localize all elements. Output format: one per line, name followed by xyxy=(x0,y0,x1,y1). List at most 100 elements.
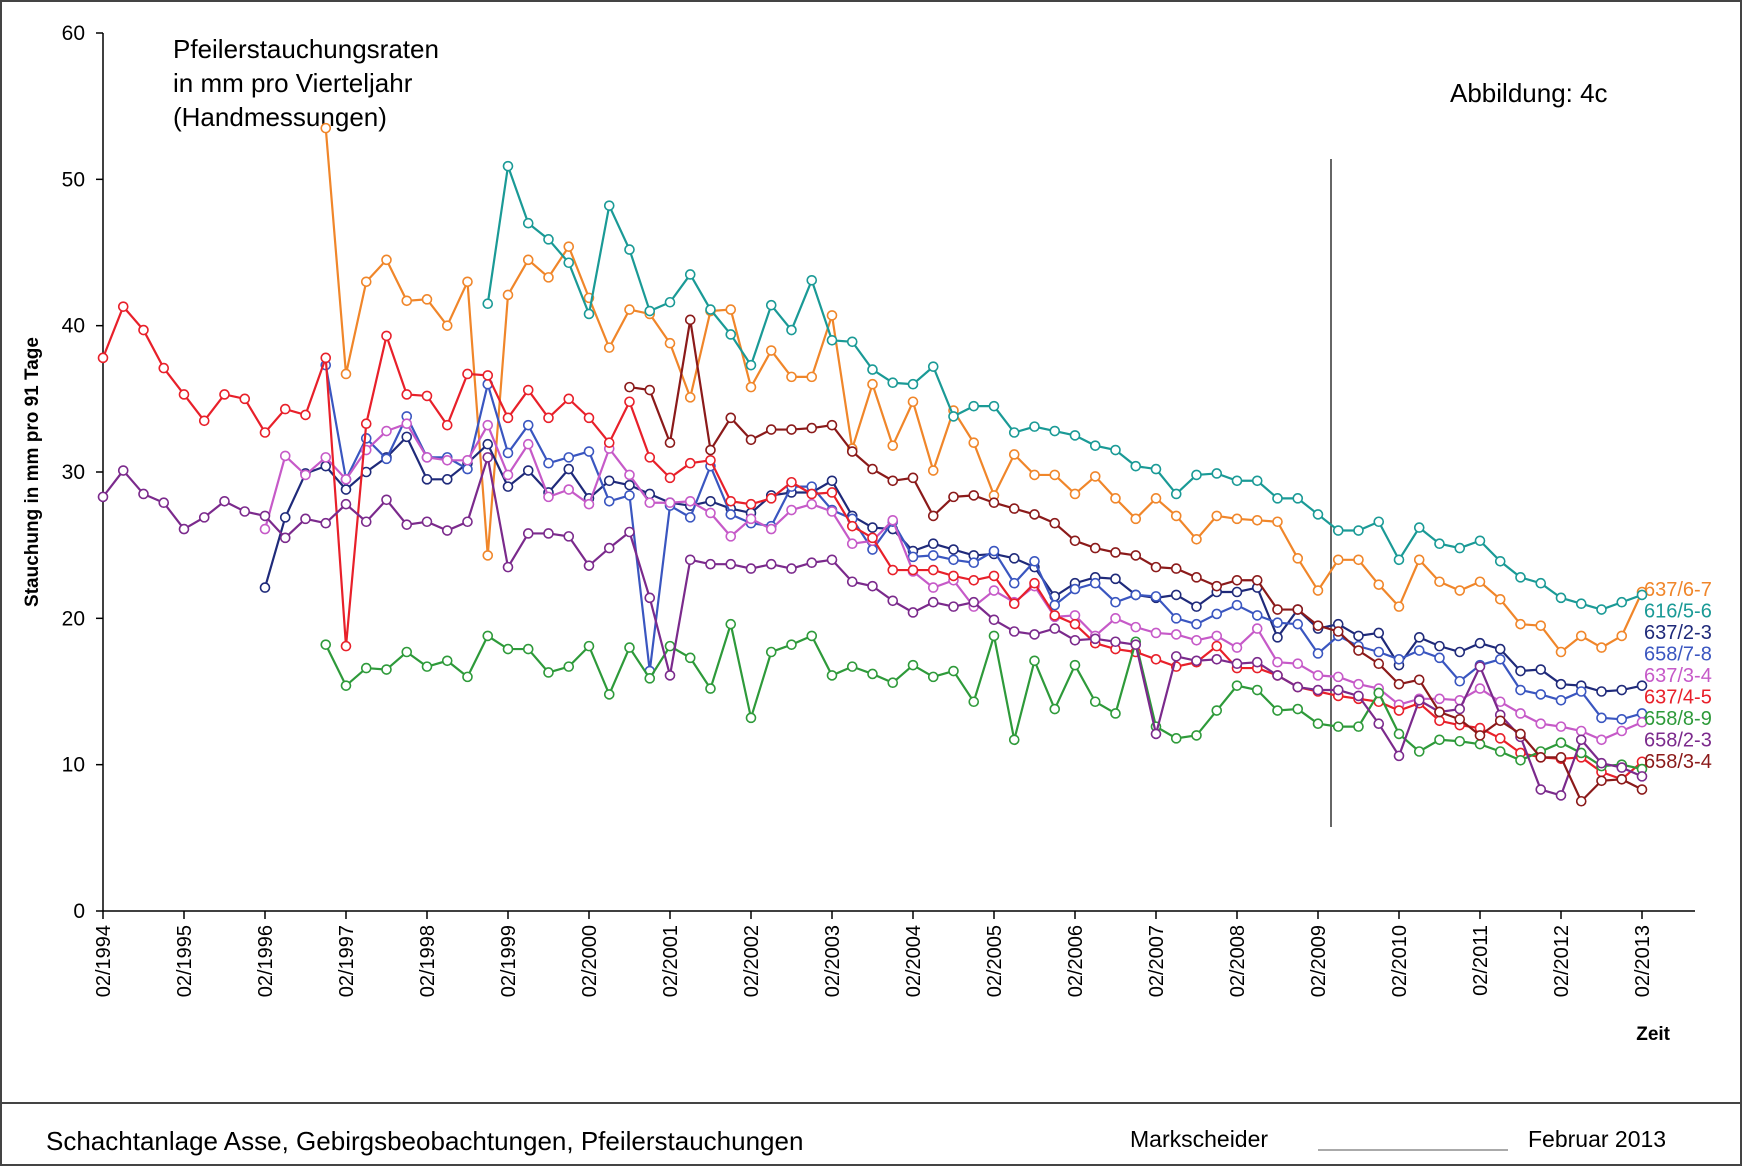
data-point xyxy=(786,424,797,435)
data-point xyxy=(806,422,818,434)
data-point xyxy=(684,457,696,469)
data-point xyxy=(1636,784,1648,795)
x-tick-label: 02/1997 xyxy=(336,925,358,997)
data-point xyxy=(765,493,777,504)
data-point xyxy=(1353,678,1364,690)
x-tick-label: 02/1995 xyxy=(174,925,196,997)
data-point xyxy=(117,301,129,312)
data-point xyxy=(1008,626,1020,637)
data-point xyxy=(563,257,575,269)
data-point xyxy=(786,639,797,650)
data-point xyxy=(1191,655,1202,667)
annotation: Abbildung: 4c xyxy=(1450,78,1608,108)
data-point xyxy=(1575,686,1587,697)
data-point xyxy=(948,570,959,582)
data-point xyxy=(1049,517,1061,529)
data-point xyxy=(927,550,939,561)
data-point xyxy=(1170,613,1182,624)
data-point xyxy=(1251,574,1263,586)
x-tick-label: 02/2002 xyxy=(741,925,763,997)
data-point xyxy=(1110,708,1121,719)
data-point xyxy=(624,381,635,393)
data-point xyxy=(441,474,453,485)
data-point xyxy=(1575,725,1587,737)
data-point xyxy=(1393,728,1405,740)
data-point xyxy=(1089,542,1101,554)
data-point xyxy=(1211,705,1223,716)
data-point xyxy=(968,596,980,608)
data-point xyxy=(1413,645,1425,656)
data-point xyxy=(441,419,453,431)
data-point xyxy=(846,336,858,348)
data-point xyxy=(705,304,716,315)
data-point xyxy=(705,444,716,456)
data-point xyxy=(765,299,777,311)
data-point xyxy=(401,519,413,530)
data-point xyxy=(1110,547,1121,558)
data-point xyxy=(239,506,251,517)
data-point xyxy=(198,512,210,523)
data-point xyxy=(421,294,433,305)
data-point xyxy=(644,497,656,509)
x-tick-label: 02/2013 xyxy=(1632,925,1654,997)
data-point xyxy=(381,254,392,266)
data-point xyxy=(1211,654,1223,665)
data-point xyxy=(1332,671,1344,683)
data-point xyxy=(543,412,554,424)
data-point xyxy=(1474,535,1486,547)
data-point xyxy=(401,646,413,658)
data-point xyxy=(988,614,1000,626)
data-point xyxy=(543,667,554,678)
data-point xyxy=(563,393,575,405)
data-point xyxy=(624,396,635,408)
data-point xyxy=(1434,538,1445,550)
data-point xyxy=(1089,633,1101,645)
data-point xyxy=(1191,601,1202,612)
data-point xyxy=(846,520,858,532)
chart-title: Pfeilerstauchungsraten xyxy=(173,34,439,64)
data-point xyxy=(1008,577,1020,589)
data-point xyxy=(1170,488,1182,500)
data-point xyxy=(705,507,716,519)
series-label: 658/2-3 xyxy=(1644,730,1712,752)
chart-title: in mm pro Vierteljahr xyxy=(173,68,413,98)
data-point xyxy=(300,513,311,525)
data-point xyxy=(502,643,514,655)
data-point xyxy=(1312,684,1324,696)
data-point xyxy=(1211,608,1223,620)
data-point xyxy=(948,544,959,555)
data-point xyxy=(1373,516,1385,528)
data-point xyxy=(705,495,716,507)
data-point xyxy=(522,419,534,431)
data-point xyxy=(279,512,291,523)
data-point xyxy=(482,370,494,381)
data-point xyxy=(867,544,878,555)
data-point xyxy=(684,269,696,280)
data-point xyxy=(968,437,980,449)
data-point xyxy=(1413,694,1425,706)
data-point xyxy=(1393,554,1405,566)
data-point xyxy=(1332,525,1344,536)
data-point xyxy=(462,671,473,683)
data-point xyxy=(522,217,534,229)
y-tick-label: 50 xyxy=(62,168,85,191)
data-point xyxy=(1231,574,1243,586)
data-point xyxy=(1454,675,1466,687)
x-tick-label: 02/2000 xyxy=(579,925,601,997)
data-point xyxy=(1069,634,1081,646)
data-point xyxy=(988,630,1000,642)
data-point xyxy=(1596,734,1607,746)
data-point xyxy=(725,618,737,630)
data-point xyxy=(482,550,494,561)
data-point xyxy=(826,334,838,346)
data-point xyxy=(846,446,858,457)
data-point xyxy=(1616,762,1628,773)
data-point xyxy=(381,494,392,506)
x-tick-label: 02/2008 xyxy=(1227,925,1249,997)
data-point xyxy=(1272,617,1283,629)
data-point xyxy=(1474,576,1486,588)
data-point xyxy=(219,495,230,507)
data-point xyxy=(846,576,858,588)
data-point xyxy=(198,415,210,427)
